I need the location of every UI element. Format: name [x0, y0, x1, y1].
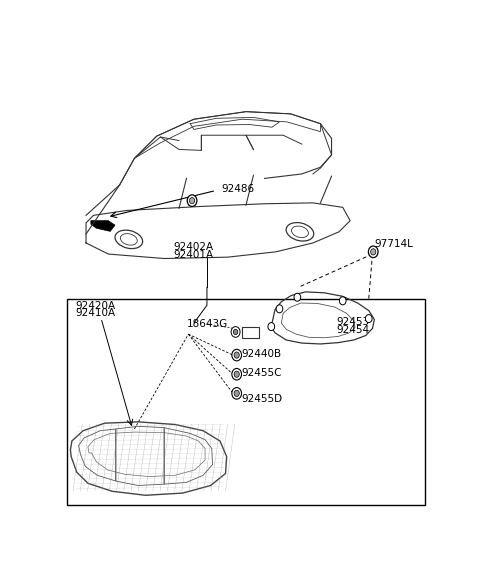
Text: 92486: 92486 [222, 184, 255, 194]
Circle shape [232, 349, 241, 361]
Text: 92453: 92453 [336, 317, 369, 327]
Text: 92440B: 92440B [241, 349, 282, 359]
Text: 92455D: 92455D [241, 394, 283, 403]
Circle shape [339, 297, 346, 305]
Text: 92454: 92454 [336, 325, 369, 335]
Circle shape [232, 368, 241, 380]
Circle shape [276, 305, 283, 313]
Text: 92402A: 92402A [174, 242, 214, 253]
Circle shape [233, 329, 238, 335]
Text: 92410A: 92410A [75, 308, 115, 318]
Polygon shape [91, 221, 115, 231]
Circle shape [187, 195, 197, 206]
Text: 92420A: 92420A [75, 301, 115, 311]
Circle shape [371, 249, 376, 255]
Circle shape [232, 388, 241, 399]
Circle shape [268, 323, 275, 331]
Text: 18643G: 18643G [186, 319, 228, 329]
Text: 92401A: 92401A [174, 250, 214, 260]
Text: 92455C: 92455C [241, 368, 282, 378]
Circle shape [234, 371, 240, 377]
Circle shape [231, 327, 240, 338]
Circle shape [234, 390, 240, 397]
Circle shape [234, 352, 240, 358]
Text: 97714L: 97714L [374, 239, 413, 249]
Circle shape [190, 198, 195, 204]
Circle shape [365, 314, 372, 323]
Circle shape [294, 293, 300, 301]
Circle shape [368, 246, 378, 258]
